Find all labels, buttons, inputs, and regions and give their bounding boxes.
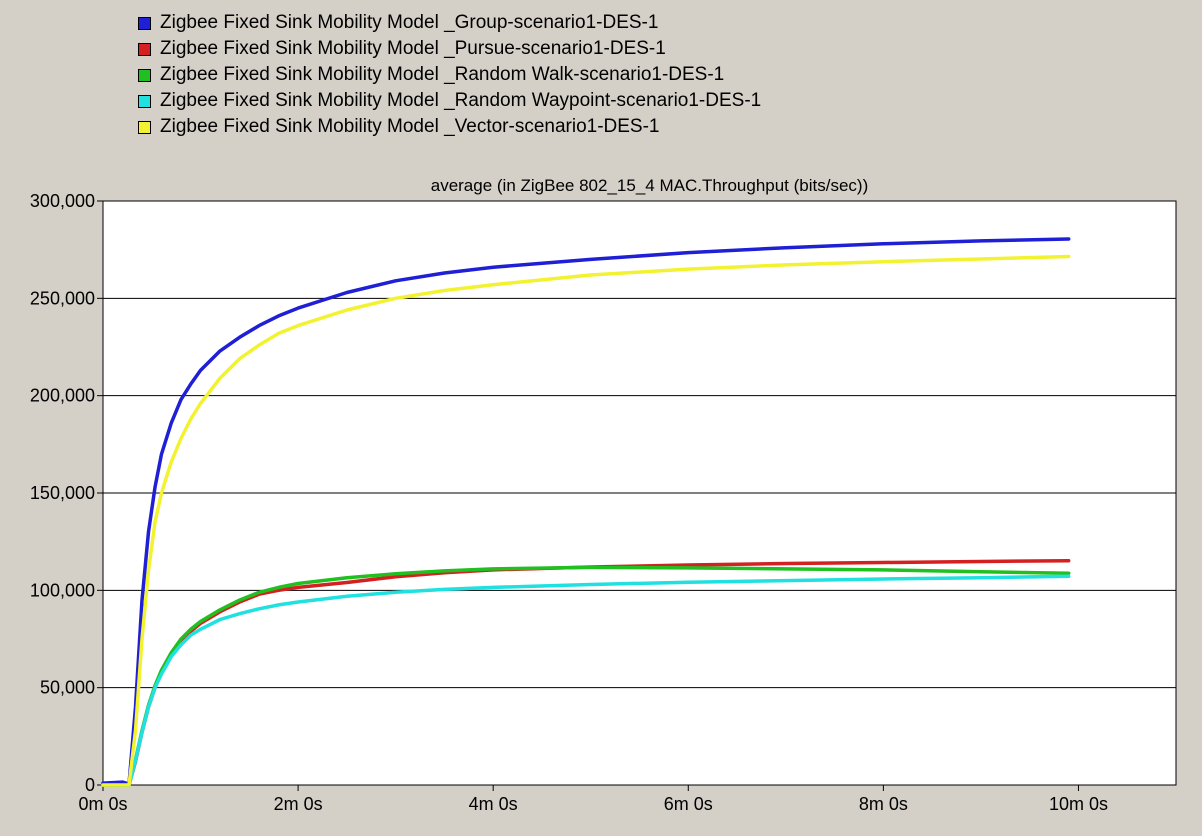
x-tick-label: 6m 0s bbox=[664, 794, 713, 814]
x-tick-label: 8m 0s bbox=[859, 794, 908, 814]
x-tick-label: 4m 0s bbox=[469, 794, 518, 814]
series-line bbox=[101, 254, 1071, 787]
legend-swatch bbox=[138, 42, 151, 56]
series-line bbox=[101, 237, 1071, 786]
y-tick-label: 150,000 bbox=[30, 483, 95, 503]
legend-label: Zigbee Fixed Sink Mobility Model _Vector… bbox=[160, 116, 660, 137]
legend-swatch bbox=[138, 16, 151, 30]
y-tick-label: 250,000 bbox=[30, 288, 95, 308]
legend-label: Zigbee Fixed Sink Mobility Model _Pursue… bbox=[160, 38, 666, 59]
legend-item: Zigbee Fixed Sink Mobility Model _Pursue… bbox=[138, 36, 761, 62]
legend-item: Zigbee Fixed Sink Mobility Model _Random… bbox=[138, 88, 761, 114]
series-line bbox=[101, 574, 1071, 787]
y-tick-label: 200,000 bbox=[30, 386, 95, 406]
legend-item: Zigbee Fixed Sink Mobility Model _Group-… bbox=[138, 10, 761, 36]
legend: Zigbee Fixed Sink Mobility Model _Group-… bbox=[138, 10, 761, 140]
x-tick-label: 10m 0s bbox=[1049, 794, 1108, 814]
x-tick-label: 0m 0s bbox=[78, 794, 127, 814]
y-tick-label: 0 bbox=[85, 775, 95, 795]
legend-label: Zigbee Fixed Sink Mobility Model _Random… bbox=[160, 90, 762, 111]
legend-swatch bbox=[138, 94, 151, 108]
y-tick-label: 300,000 bbox=[30, 191, 95, 211]
y-tick-label: 50,000 bbox=[40, 678, 95, 698]
legend-item: Zigbee Fixed Sink Mobility Model _Vector… bbox=[138, 114, 761, 140]
legend-swatch bbox=[138, 120, 151, 134]
legend-label: Zigbee Fixed Sink Mobility Model _Random… bbox=[160, 64, 725, 85]
y-tick-label: 100,000 bbox=[30, 580, 95, 600]
legend-swatch bbox=[138, 68, 151, 82]
legend-item: Zigbee Fixed Sink Mobility Model _Random… bbox=[138, 62, 761, 88]
legend-label: Zigbee Fixed Sink Mobility Model _Group-… bbox=[160, 12, 659, 33]
chart-title: average (in ZigBee 802_15_4 MAC.Throughp… bbox=[431, 176, 869, 195]
x-tick-label: 2m 0s bbox=[274, 794, 323, 814]
